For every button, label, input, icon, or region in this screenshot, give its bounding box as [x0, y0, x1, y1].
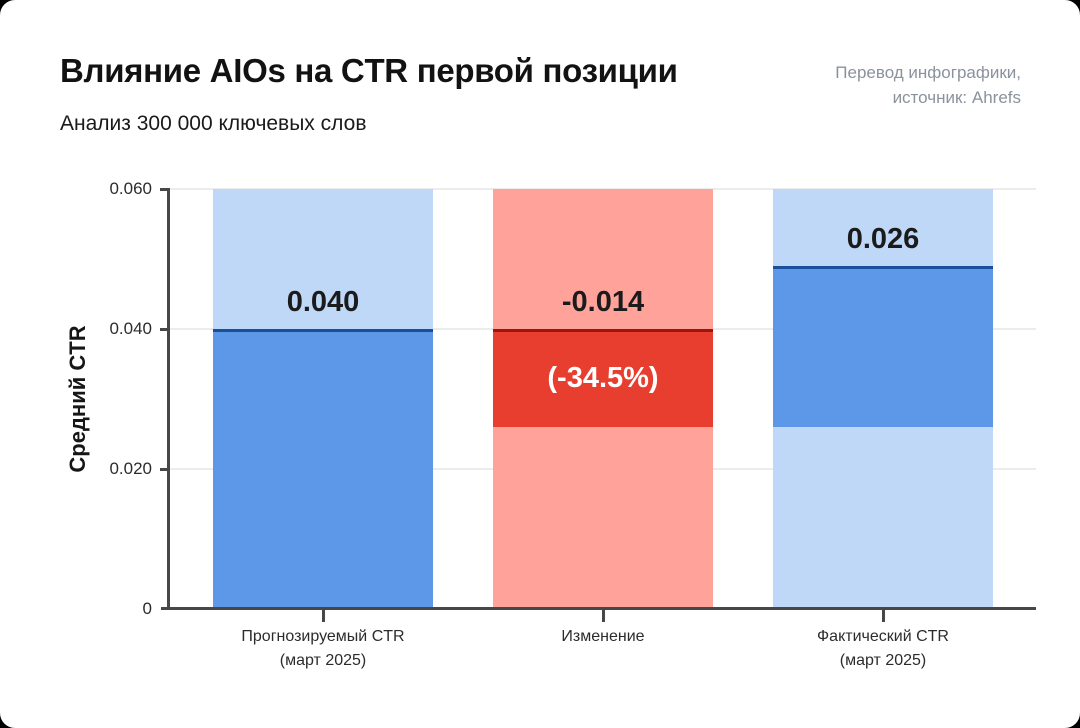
y-axis-line: [167, 188, 170, 610]
x-category-line-1: Фактический CTR: [817, 628, 949, 645]
y-axis-title: Средний CTR: [65, 325, 90, 473]
y-tick-mark-0-040: [160, 327, 169, 331]
x-tick-mark-predicted-ctr: [321, 610, 325, 622]
x-category-line-2: (март 2025): [839, 652, 927, 669]
x-category-label-actual-ctr: Фактический CTR (март 2025): [773, 625, 993, 673]
bar-percent-label-change: (-34.5%): [547, 362, 659, 394]
page-subtitle: Анализ 300 000 ключевых слов: [60, 112, 367, 135]
y-tick-label-0-060: 0.060: [109, 179, 152, 198]
x-category-line-2: (март 2025): [279, 652, 367, 669]
x-category-line-1: Изменение: [561, 628, 645, 645]
attribution-line-2: источник: Ahrefs: [892, 88, 1021, 107]
page-title: Влияние AIOs на CTR первой позиции: [60, 52, 678, 89]
bar-value-label-actual-ctr: 0.026: [846, 223, 920, 255]
x-category-line-1: Прогнозируемый CTR: [241, 628, 405, 645]
y-tick-label-0: 0: [142, 599, 152, 618]
y-tick-label-0-020: 0.020: [109, 459, 152, 478]
bar-value-label-predicted-ctr: 0.040: [286, 286, 360, 318]
x-category-label-predicted-ctr: Прогнозируемый CTR (март 2025): [213, 625, 433, 673]
attribution-line-1: Перевод инфографики,: [835, 63, 1021, 82]
y-tick-mark-0-020: [160, 467, 169, 471]
bar-value-label-change: -0.014: [561, 286, 645, 318]
y-tick-label-0-040: 0.040: [109, 319, 152, 338]
x-category-label-change: Изменение: [493, 625, 713, 649]
bar-segment-actual-ctr: [773, 266, 993, 427]
attribution: Перевод инфографики, источник: Ahrefs: [835, 60, 1021, 110]
x-axis-line: [161, 607, 1036, 610]
y-tick-mark-0-060: [160, 187, 169, 191]
x-tick-mark-change: [601, 610, 605, 622]
x-tick-mark-actual-ctr: [881, 610, 885, 622]
bar-segment-change: [493, 329, 713, 427]
bar-segment-predicted-ctr: [213, 329, 433, 609]
